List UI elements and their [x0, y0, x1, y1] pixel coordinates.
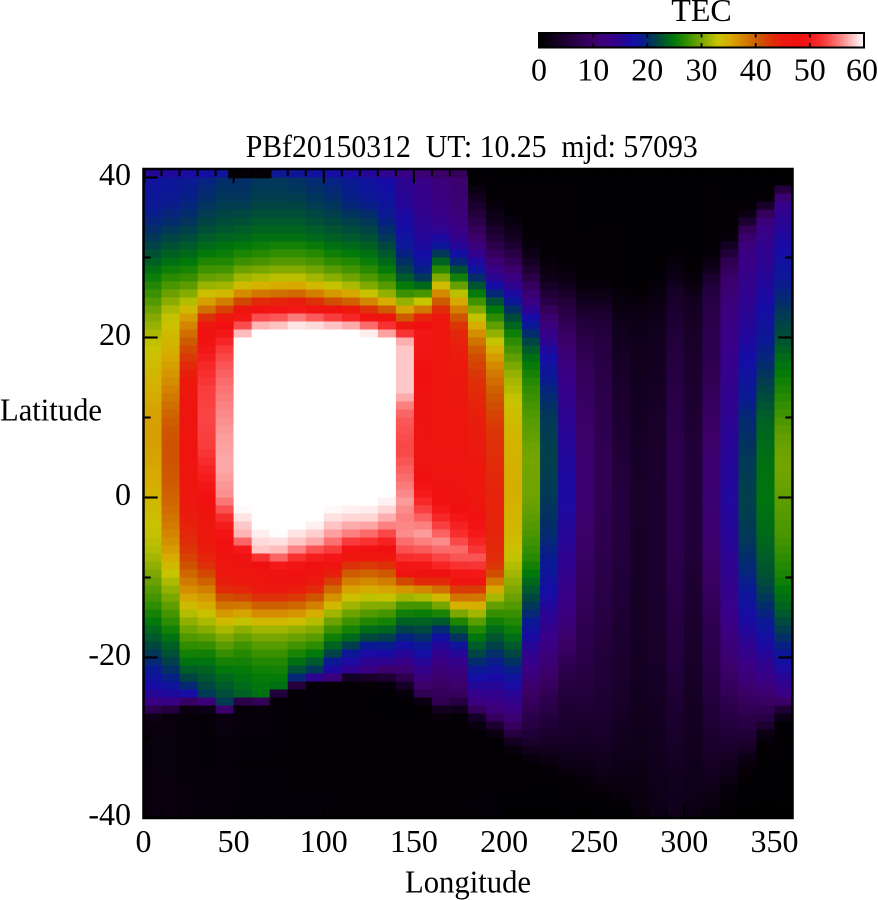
svg-text:60: 60 — [846, 52, 878, 88]
svg-text:150: 150 — [390, 823, 438, 859]
svg-text:250: 250 — [570, 823, 618, 859]
svg-text:100: 100 — [300, 823, 348, 859]
svg-text:PBf20150312 UT: 10.25 mjd: 5: PBf20150312 UT: 10.25 mjd: 57093 — [246, 128, 698, 164]
svg-text:0: 0 — [115, 476, 131, 512]
svg-text:300: 300 — [660, 823, 708, 859]
svg-text:20: 20 — [99, 316, 131, 352]
svg-text:50: 50 — [794, 52, 826, 88]
svg-text:20: 20 — [631, 52, 663, 88]
svg-text:40: 40 — [99, 156, 131, 192]
svg-text:10: 10 — [577, 52, 609, 88]
svg-text:350: 350 — [751, 823, 799, 859]
svg-text:TEC: TEC — [671, 0, 731, 28]
svg-text:Longitude: Longitude — [405, 864, 531, 900]
svg-text:200: 200 — [480, 823, 528, 859]
svg-text:30: 30 — [686, 52, 718, 88]
svg-text:50: 50 — [218, 823, 250, 859]
svg-text:-40: -40 — [88, 796, 131, 832]
svg-text:0: 0 — [136, 823, 152, 859]
svg-text:40: 40 — [740, 52, 772, 88]
svg-text:Latitude: Latitude — [0, 392, 102, 428]
svg-text:-20: -20 — [88, 636, 131, 672]
svg-text:0: 0 — [531, 52, 547, 88]
